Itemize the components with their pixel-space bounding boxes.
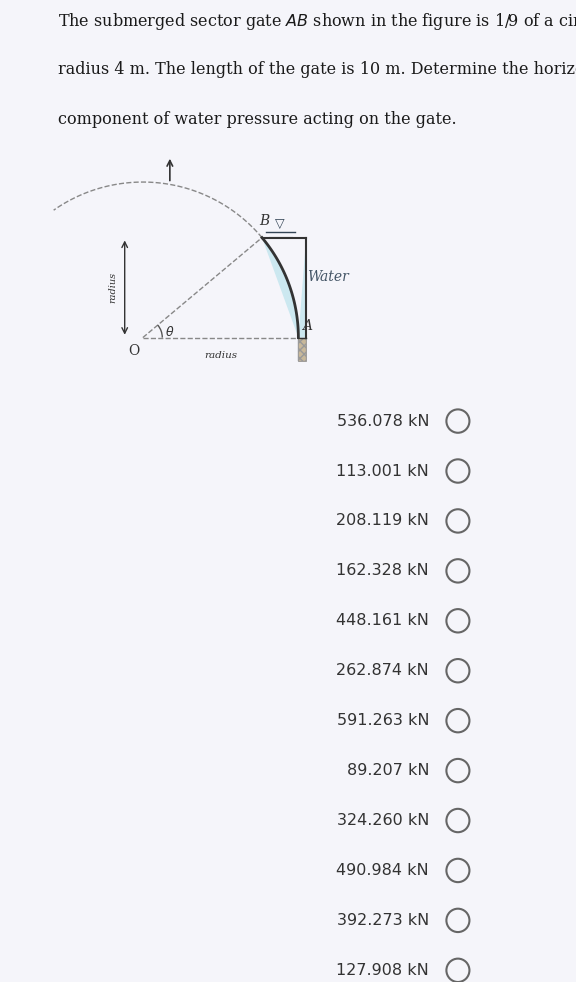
Text: 490.984 kN: 490.984 kN (336, 863, 429, 878)
Text: The submerged sector gate $AB$ shown in the figure is 1/9 of a circle of: The submerged sector gate $AB$ shown in … (58, 12, 576, 32)
Text: component of water pressure acting on the gate.: component of water pressure acting on th… (58, 111, 456, 128)
Text: Water: Water (308, 270, 349, 284)
Text: B: B (259, 214, 270, 228)
Text: 262.874 kN: 262.874 kN (336, 663, 429, 679)
Text: $\theta$: $\theta$ (165, 325, 175, 340)
Text: 324.260 kN: 324.260 kN (337, 813, 429, 828)
Polygon shape (262, 238, 306, 338)
Text: 208.119 kN: 208.119 kN (336, 514, 429, 528)
Polygon shape (298, 338, 306, 361)
Text: 127.908 kN: 127.908 kN (336, 962, 429, 978)
Text: ▽: ▽ (275, 217, 285, 230)
Text: radius: radius (109, 272, 118, 303)
Text: O: O (128, 344, 139, 357)
Text: 392.273 kN: 392.273 kN (337, 913, 429, 928)
Text: 89.207 kN: 89.207 kN (347, 763, 429, 778)
Text: radius: radius (204, 352, 237, 360)
Text: 113.001 kN: 113.001 kN (336, 464, 429, 478)
Text: 448.161 kN: 448.161 kN (336, 614, 429, 628)
Text: 536.078 kN: 536.078 kN (336, 413, 429, 428)
Text: A: A (302, 319, 313, 334)
Text: 591.263 kN: 591.263 kN (336, 713, 429, 729)
Text: 162.328 kN: 162.328 kN (336, 564, 429, 578)
Text: radius 4 m. The length of the gate is 10 m. Determine the horizontal: radius 4 m. The length of the gate is 10… (58, 61, 576, 79)
